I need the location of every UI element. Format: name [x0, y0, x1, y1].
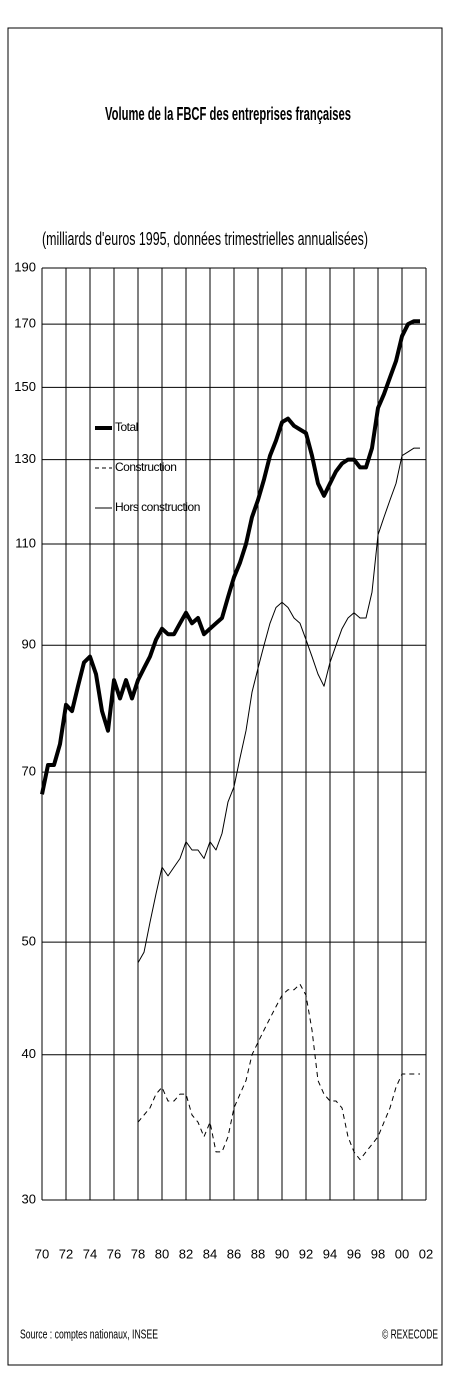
- legend-label: Hors construction: [115, 500, 200, 514]
- x-tick-label: 78: [131, 1246, 145, 1261]
- chart-title: Volume de la FBCF des entreprises frança…: [105, 104, 351, 124]
- y-tick-label: 150: [14, 379, 36, 394]
- x-tick-label: 88: [251, 1246, 265, 1261]
- x-tick-label: 72: [59, 1246, 73, 1261]
- x-tick-label: 94: [323, 1246, 337, 1261]
- x-tick-label: 74: [83, 1246, 97, 1261]
- x-tick-label: 70: [35, 1246, 49, 1261]
- y-tick-label: 50: [22, 934, 36, 949]
- y-tick-label: 30: [22, 1191, 36, 1206]
- frame: [7, 27, 443, 1366]
- x-tick-label: 86: [227, 1246, 241, 1261]
- credit: © REXECODE: [382, 1326, 438, 1341]
- x-tick-label: 76: [107, 1246, 121, 1261]
- x-tick-label: 00: [395, 1246, 409, 1261]
- x-tick-label: 90: [275, 1246, 289, 1261]
- legend-label: Total: [115, 420, 138, 434]
- source: Source : comptes nationaux, INSEE: [20, 1326, 158, 1341]
- x-tick-label: 82: [179, 1246, 193, 1261]
- y-tick-label: 110: [15, 535, 36, 550]
- x-tick-label: 80: [155, 1246, 169, 1261]
- legend-label: Construction: [115, 460, 176, 474]
- x-tick-label: 98: [371, 1246, 385, 1261]
- y-tick-label: 190: [14, 259, 36, 274]
- y-tick-label: 130: [14, 451, 36, 466]
- y-tick-label: 40: [22, 1046, 36, 1061]
- line-series: [40, 319, 420, 795]
- x-tick-label: 84: [203, 1246, 217, 1261]
- x-tick-label: 02: [419, 1246, 433, 1261]
- y-tick-label: 170: [14, 316, 36, 331]
- x-tick-label: 92: [299, 1246, 313, 1261]
- y-tick-label: 90: [22, 637, 36, 652]
- y-tick-label: 70: [22, 764, 36, 779]
- line-series: [137, 447, 420, 963]
- x-tick-label: 96: [347, 1246, 361, 1261]
- chart-subtitle: (milliards d'euros 1995, données trimest…: [42, 229, 368, 249]
